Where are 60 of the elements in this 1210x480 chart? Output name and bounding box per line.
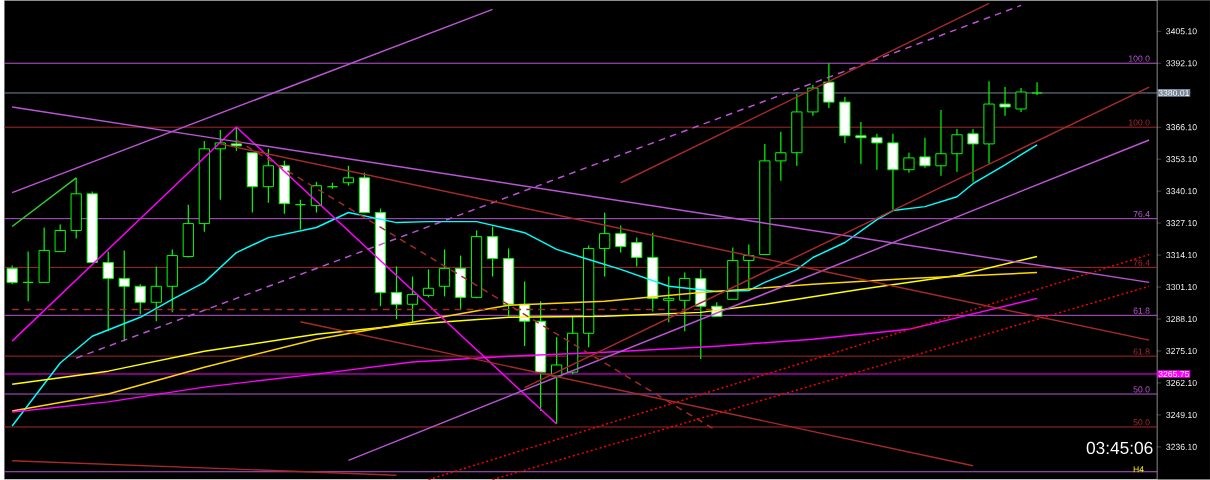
ref-line-label: 3265.75	[1158, 370, 1190, 377]
y-tick-label: 3288.10	[1166, 315, 1197, 322]
candlestick	[1031, 81, 1043, 96]
y-tick-label: 3405.10	[1166, 28, 1197, 35]
line-series	[11, 143, 1038, 427]
candlestick	[54, 223, 66, 253]
annotation: 76.4	[1133, 259, 1150, 266]
candlestick	[631, 236, 643, 267]
annotation: 76.4	[1133, 210, 1150, 217]
candlestick	[951, 128, 963, 173]
candlestick	[150, 265, 162, 322]
candlestick	[967, 128, 979, 183]
candlestick	[6, 264, 18, 285]
annotation: 100.0	[1129, 55, 1150, 62]
annotation: 61.8	[1133, 307, 1150, 314]
annotation: 50.0	[1133, 419, 1150, 426]
y-tick-label: 3301.10	[1166, 283, 1197, 290]
candlestick	[230, 126, 242, 152]
y-tick-label: 3366.10	[1166, 123, 1197, 131]
candlestick	[486, 225, 499, 277]
y-tick-label: 3353.10	[1166, 155, 1197, 163]
y-tick-label: 3262.10	[1166, 379, 1197, 386]
candlestick	[262, 148, 274, 204]
candlestick	[855, 121, 867, 165]
candlestick	[903, 151, 915, 174]
y-tick-label: 3392.10	[1166, 60, 1197, 67]
candlestick	[807, 84, 819, 117]
candlestick	[1015, 87, 1027, 113]
annotation: 03:45:06	[1086, 441, 1153, 454]
annotation: 100.0	[1129, 119, 1150, 126]
candlestick	[935, 109, 947, 177]
candlestick	[342, 165, 355, 187]
candlestick	[919, 136, 931, 169]
candlestick	[999, 86, 1011, 117]
line-series	[11, 255, 1038, 385]
y-tick-label: 3340.10	[1166, 187, 1197, 194]
candlestick	[775, 131, 787, 182]
candlestick	[102, 250, 114, 332]
candlestick	[118, 249, 130, 342]
candlestick	[406, 275, 419, 323]
ref-line-label: 3380.01	[1158, 89, 1190, 96]
line-series	[11, 271, 1038, 412]
candlestick	[134, 283, 146, 315]
candlestick	[615, 224, 627, 254]
annotation: H4	[1133, 466, 1144, 473]
candlestick	[390, 265, 403, 320]
annotation: 61.8	[1133, 348, 1150, 355]
candlestick	[663, 275, 675, 323]
candlestick	[422, 268, 435, 298]
candlestick	[871, 133, 883, 171]
candlestick	[294, 198, 307, 230]
y-tick-label: 3327.10	[1166, 219, 1197, 226]
y-tick-label: 3314.10	[1166, 251, 1197, 258]
candlestick	[823, 62, 835, 109]
candlestick	[438, 248, 451, 297]
candlestick	[599, 211, 611, 277]
y-tick-label: 3249.10	[1166, 411, 1197, 418]
y-tick-label: 3236.10	[1166, 443, 1197, 450]
annotation: 50.0	[1133, 386, 1150, 393]
y-tick-label: 3275.10	[1166, 347, 1197, 354]
